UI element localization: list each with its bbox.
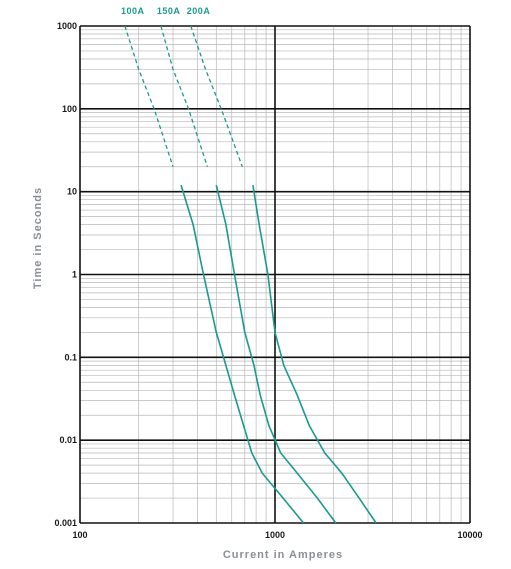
series-label-100a: 100A [121,6,145,16]
grid-layer [79,25,471,524]
series-150a-dashed-line [160,25,209,167]
y-tick-label: 0.1 [64,352,77,362]
y-tick-label: 100 [62,104,77,114]
series-label-150a: 150A [157,6,181,16]
series-label-layer: 100A 150A 200A [121,6,210,16]
y-tick-label: 1 [72,270,77,280]
y-axis-title: Time in Seconds [32,187,44,289]
tick-label-layer: 0.001 0.01 0.1 1 10 100 1000 100 1000 10000 [54,21,482,540]
series-200a-line [252,184,377,524]
y-tick-label: 10 [67,187,77,197]
series-label-200a: 200A [187,6,211,16]
series-100a-line [180,184,305,524]
x-tick-label: 1000 [265,530,285,540]
x-axis-title: Current in Amperes [223,549,343,561]
series-150a-line [215,184,337,524]
y-tick-label: 0.001 [54,518,77,528]
y-tick-label: 1000 [57,21,77,31]
y-tick-label: 0.01 [59,435,77,445]
series-100a-dashed-line [124,25,174,167]
series-200a-dashed-line [190,25,243,167]
x-tick-label: 100 [72,530,87,540]
series-layer [124,25,377,524]
x-tick-label: 10000 [457,530,482,540]
